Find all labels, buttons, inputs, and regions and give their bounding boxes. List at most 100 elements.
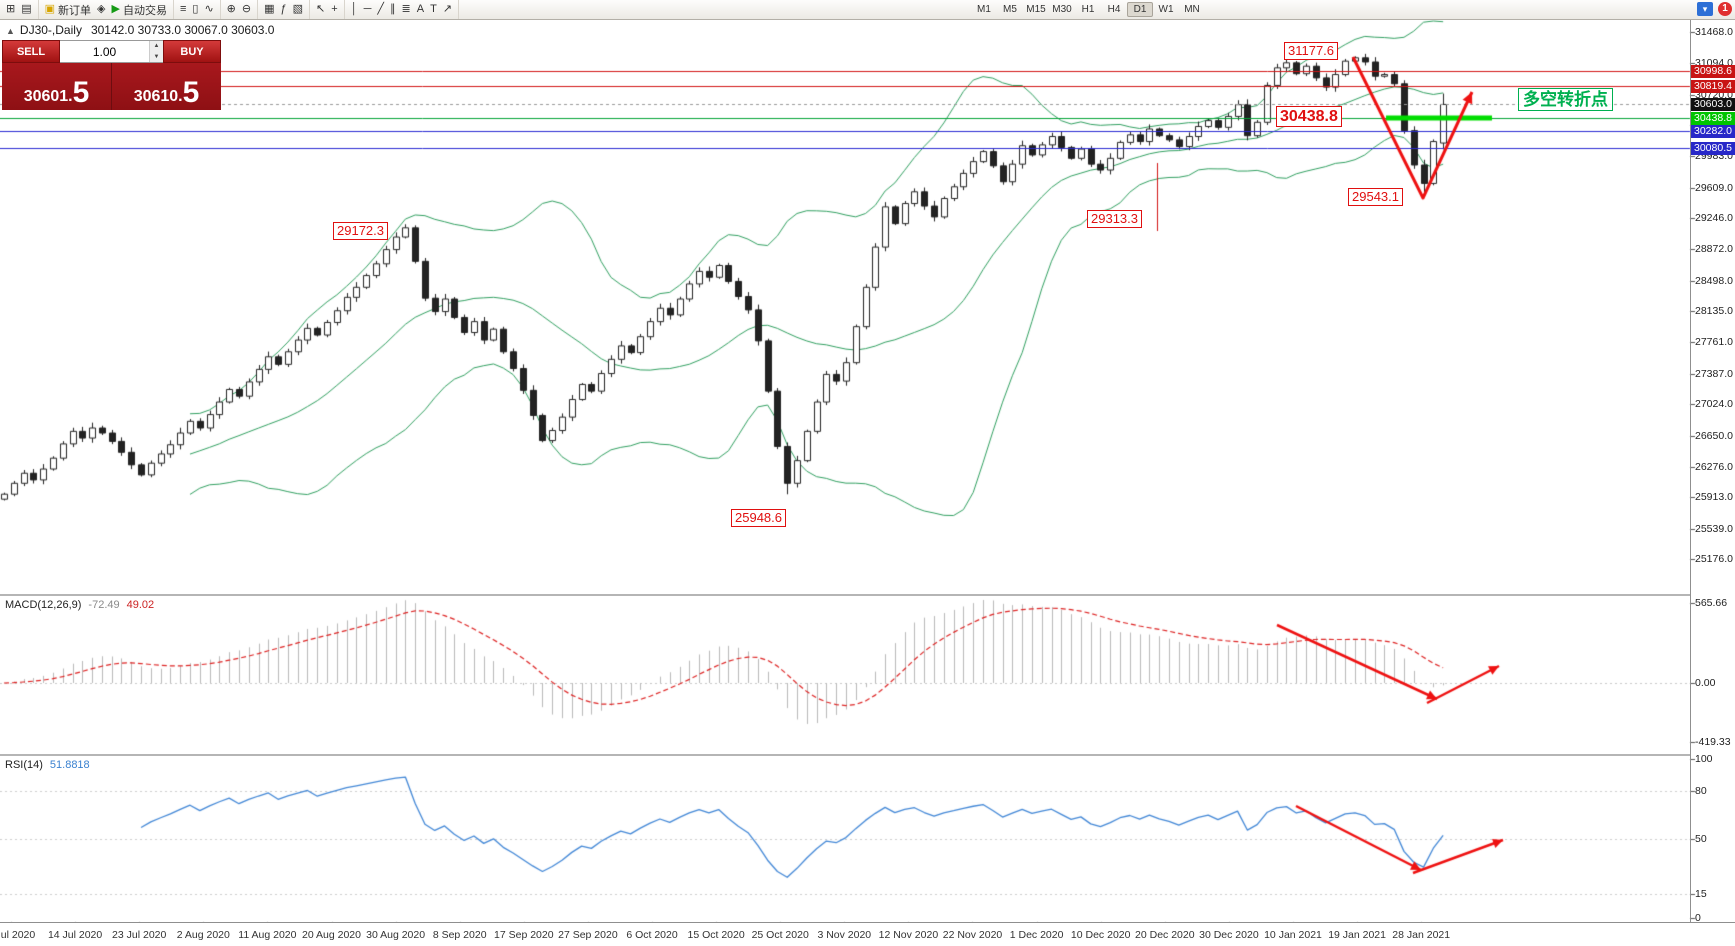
tile-windows-icon[interactable]: ▦	[261, 1, 277, 18]
templates-icon[interactable]: ▧	[290, 1, 306, 18]
price-axis-label: 27024.0	[1695, 398, 1733, 411]
channel-icon[interactable]: ∥	[387, 1, 399, 18]
date-label: 19 Jan 2021	[1328, 929, 1386, 941]
symbol-period-label: DJ30-,Daily	[19, 23, 82, 37]
fibonacci-icon[interactable]: ≣	[399, 1, 414, 18]
timeframe-h1[interactable]: H1	[1081, 4, 1095, 15]
date-label: 8 Sep 2020	[432, 929, 487, 941]
rsi-panel[interactable]	[0, 756, 1690, 922]
cursor-icon-glyph: ↖	[316, 3, 326, 15]
autotrading-glyph: ▶	[111, 3, 120, 15]
tile-windows-icon-glyph: ▦	[264, 3, 275, 15]
price-axis[interactable]: 31468.031094.030720.030357.029983.029609…	[1690, 19, 1735, 924]
sell-price[interactable]: 30601. 5	[2, 63, 112, 110]
timeframe-w1[interactable]: W1	[1158, 4, 1174, 15]
price-axis-label: 27387.0	[1695, 367, 1733, 380]
profiles-icon[interactable]: ▤	[18, 1, 34, 18]
panel-separator-rsi[interactable]	[0, 754, 1690, 756]
rsi-axis-label: 0	[1695, 912, 1701, 924]
price-axis-label: 26650.0	[1695, 429, 1733, 442]
buy-button[interactable]: BUY	[163, 40, 221, 63]
ohlc-values: 30142.0 30733.0 30067.0 30603.0	[90, 23, 275, 37]
cursor-icon[interactable]: ↖	[313, 1, 328, 18]
new-order-button[interactable]: ▣ 新订单	[42, 1, 94, 19]
notification-badge[interactable]: 1	[1718, 2, 1732, 16]
metaeditor-icon[interactable]: ◈	[94, 1, 108, 18]
date-label: 3 Nov 2020	[817, 929, 872, 941]
macd-main-value: -72.49	[88, 599, 120, 611]
candlestick-chart-icon[interactable]: ▯	[189, 1, 201, 18]
zoom-out-icon[interactable]: ⊖	[239, 1, 254, 18]
timeframe-m30[interactable]: M30	[1052, 4, 1072, 15]
date-label: 1 Dec 2020	[1009, 929, 1064, 941]
timeframe-mn[interactable]: MN	[1184, 4, 1200, 15]
rsi-axis-label: 15	[1695, 888, 1707, 901]
date-label: 10 Dec 2020	[1070, 929, 1131, 941]
zoom-out-icon-glyph: ⊖	[241, 3, 252, 15]
toolbar-group: ⊕ ⊖	[221, 0, 259, 19]
line-chart-icon[interactable]: ∿	[201, 1, 216, 18]
bar-chart-icon[interactable]: ≡	[177, 1, 189, 18]
zoom-in-icon[interactable]: ⊕	[224, 1, 239, 18]
zoom-in-icon-glyph: ⊕	[226, 3, 236, 15]
price-level-box: 30080.5	[1691, 141, 1735, 155]
bar-chart-icon-glyph: ≡	[179, 3, 187, 15]
panel-separator-macd[interactable]	[0, 594, 1690, 596]
sell-price-pip: 5	[72, 76, 90, 109]
toolbar-group: ▦ ƒ ▧	[258, 0, 311, 19]
text-icon-glyph: A	[416, 3, 425, 15]
volume-input[interactable]	[60, 41, 149, 62]
label-icon[interactable]: T	[427, 1, 440, 18]
channel-icon-glyph: ∥	[390, 3, 396, 15]
rsi-header: RSI(14) 51.8818	[5, 759, 90, 771]
date-label: 6 Oct 2020	[626, 929, 678, 941]
timeframe-d1[interactable]: D1	[1127, 2, 1153, 17]
macd-signal-value: 49.02	[126, 599, 155, 611]
community-icon[interactable]: ▾	[1697, 2, 1713, 16]
rsi-axis-label: 80	[1695, 784, 1707, 797]
macd-panel[interactable]	[0, 596, 1690, 752]
macd-axis-label: 0.00	[1695, 677, 1716, 689]
price-axis-label: 25176.0	[1695, 553, 1733, 565]
price-axis-label: 27761.0	[1695, 336, 1733, 349]
toolbar: ⊞ ▤ ▣ 新订单 ◈ ▶ 自动交易 ≡ ▯ ∿ ⊕ ⊖ ▦ ƒ ▧ ↖ + │ ─ ╱ ∥ ≣ A T ↗ M1 M5 M15 M3…	[0, 0, 1735, 20]
timeframe-m15[interactable]: M15	[1026, 4, 1046, 15]
price-axis-label: 29609.0	[1695, 181, 1733, 194]
price-axis-label: 28498.0	[1695, 274, 1733, 287]
price-axis-label: 25913.0	[1695, 491, 1733, 504]
autotrading-button[interactable]: ▶ 自动交易	[109, 1, 170, 19]
macd-axis-label: -419.33	[1695, 736, 1731, 749]
date-label: 11 Aug 2020	[238, 929, 297, 941]
indicators-icon[interactable]: ƒ	[278, 1, 290, 18]
volume-down-button[interactable]: ▼	[150, 51, 163, 62]
date-label: 28 Jan 2021	[1392, 929, 1451, 941]
new-chart-icon[interactable]: ⊞	[3, 1, 18, 18]
vertical-line-icon[interactable]: │	[348, 1, 361, 18]
timeframe-h4[interactable]: H4	[1107, 4, 1121, 15]
sell-price-main: 30601.	[23, 88, 73, 105]
sell-button[interactable]: SELL	[2, 40, 60, 63]
price-axis-label: 28872.0	[1695, 243, 1733, 256]
main-chart-panel[interactable]	[0, 19, 1690, 592]
horizontal-line-icon-glyph: ─	[363, 3, 372, 15]
date-label: 25 Oct 2020	[751, 929, 809, 941]
text-icon[interactable]: A	[414, 1, 427, 18]
crosshair-icon[interactable]: +	[328, 1, 340, 18]
timeframe-m1[interactable]: M1	[977, 4, 991, 15]
profiles-icon-glyph: ▤	[21, 3, 32, 15]
timeframe-m5[interactable]: M5	[1003, 4, 1017, 15]
buy-price-pip: 5	[182, 76, 200, 109]
volume-up-button[interactable]: ▲	[150, 41, 163, 52]
toolbar-buttons: ⊞ ▤ ▣ 新订单 ◈ ▶ 自动交易 ≡ ▯ ∿ ⊕ ⊖ ▦ ƒ ▧ ↖ + │ ─ ╱ ∥ ≣ A T ↗	[0, 0, 460, 19]
price-axis-label: 28135.0	[1695, 305, 1733, 318]
line-chart-icon-glyph: ∿	[204, 3, 214, 15]
horizontal-line-icon[interactable]: ─	[361, 1, 375, 18]
draw-arrow-icon[interactable]: ↗	[440, 1, 455, 18]
trendline-icon[interactable]: ╱	[374, 1, 387, 18]
time-axis[interactable]: 5 Jul 2020 14 Jul 2020 23 Jul 2020 2 Aug 20…	[0, 922, 1735, 946]
buy-price-main: 30610.	[133, 88, 183, 105]
buy-price[interactable]: 30610. 5	[112, 63, 221, 110]
volume-spinner: ▲ ▼	[149, 41, 163, 62]
one-click-collapse-button[interactable]: ▲	[6, 26, 15, 36]
